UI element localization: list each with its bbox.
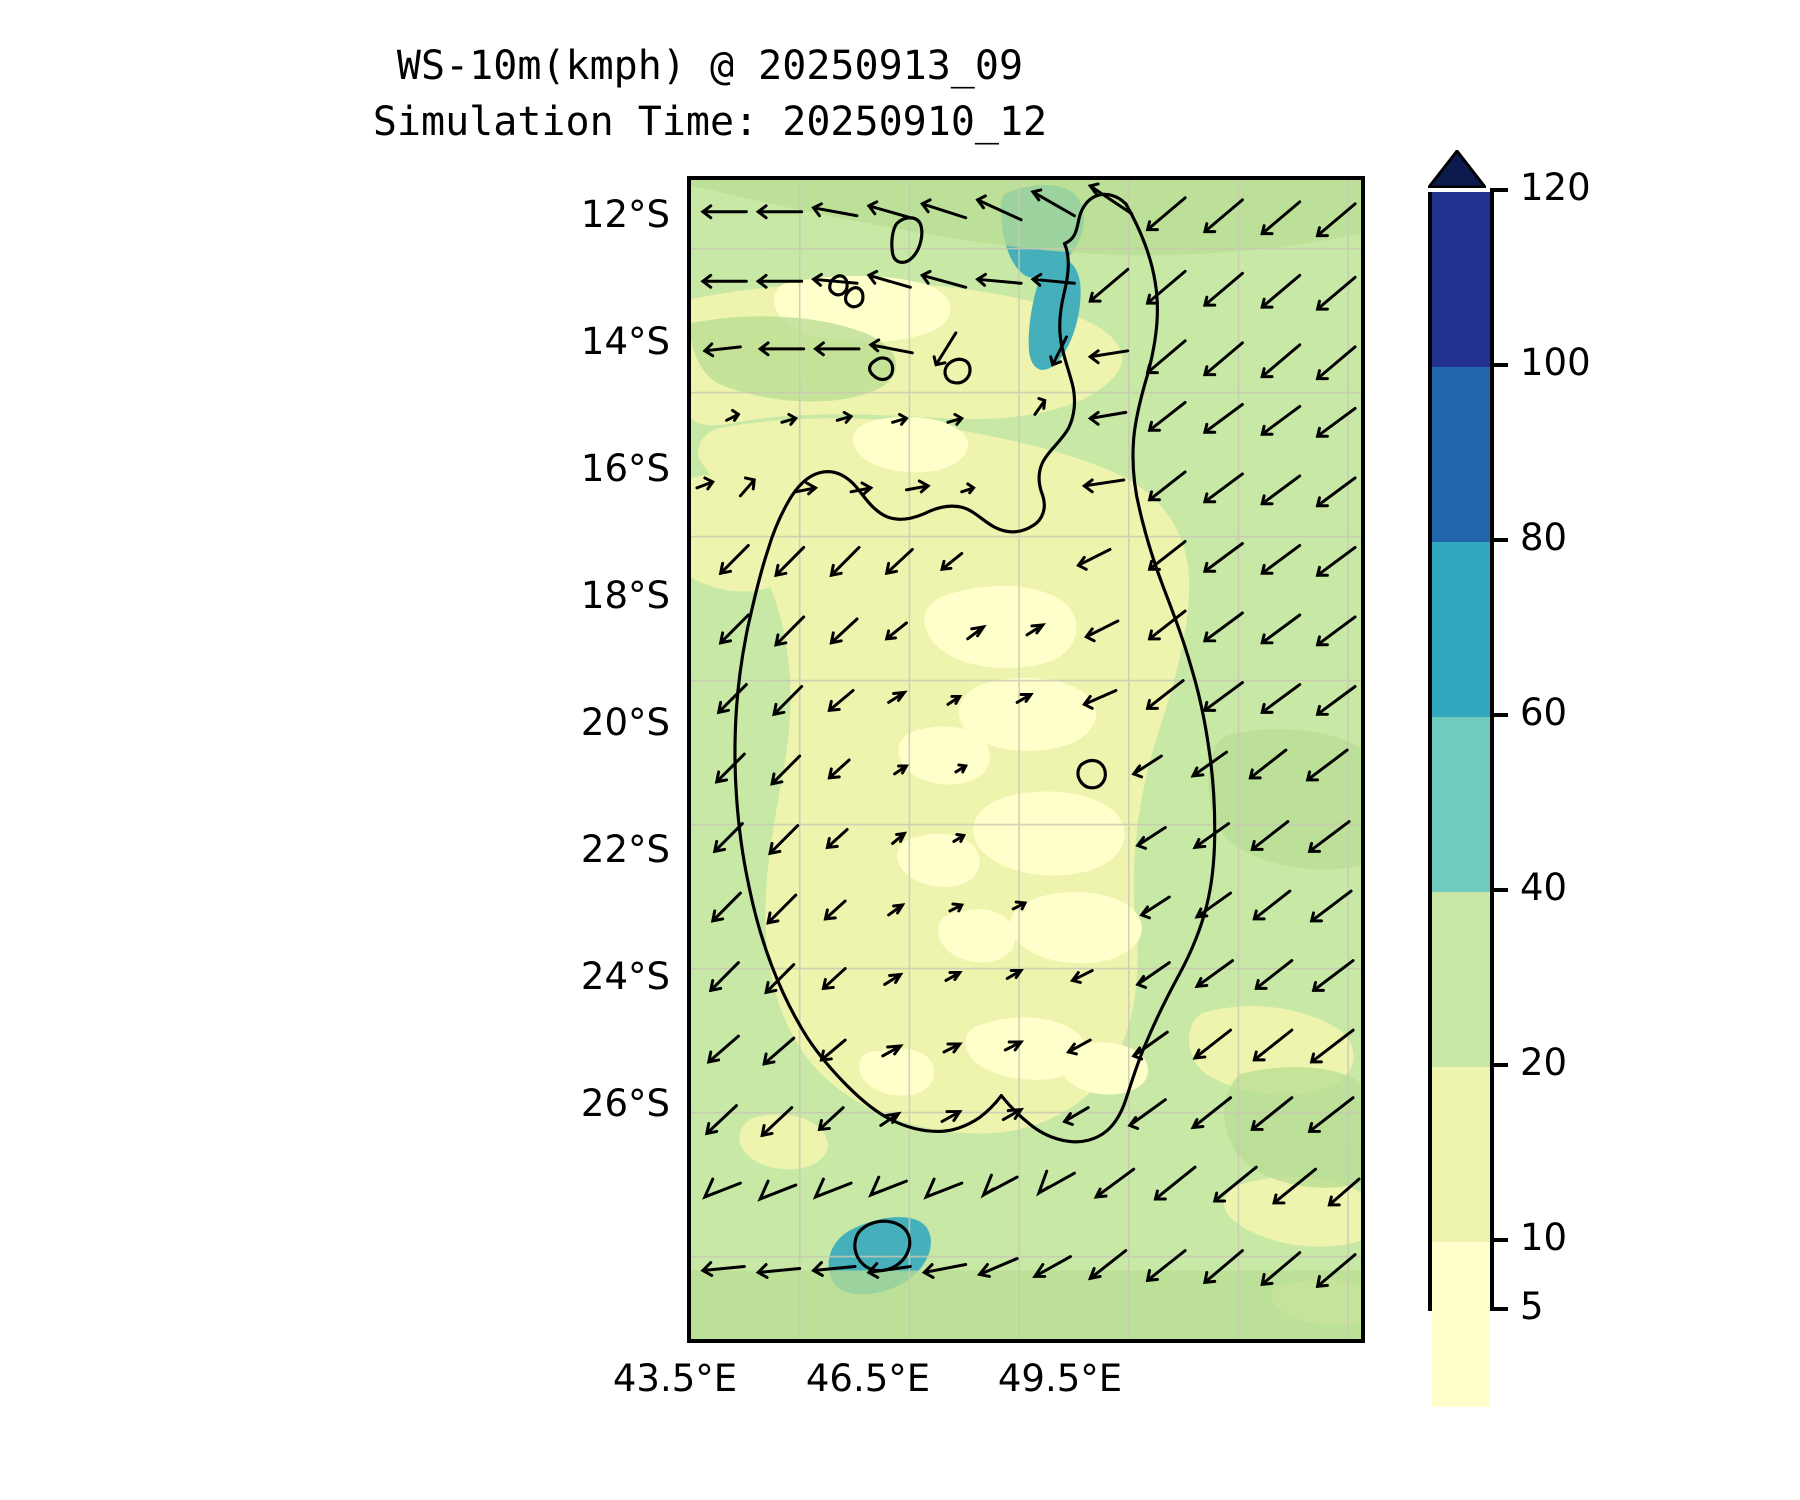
colorbar-tick-40 [1490,888,1508,892]
ytick-label-12S: 12°S [580,193,670,236]
colorbar-band-100-120 [1432,192,1490,367]
colorbar-label-100: 100 [1520,341,1591,384]
ytick-label-20S: 20°S [580,701,670,744]
colorbar-tick-80 [1490,538,1508,542]
colorbar-label-20: 20 [1520,1041,1568,1084]
colorbar-tick-5 [1490,1307,1508,1311]
colorbar-tick-60 [1490,713,1508,717]
title-line-2: Simulation Time: 20250910_12 [372,99,1048,145]
colorbar-bands[interactable] [1428,192,1494,1407]
xtick-label-46-5E: 46.5°E [805,1357,931,1400]
ytick-label-22S: 22°S [580,828,670,871]
ytick-label-16S: 16°S [580,447,670,490]
wind-speed-map [691,180,1361,1339]
map-gridlines [691,180,1361,1339]
colorbar-tick-10 [1490,1238,1508,1242]
colorbar-tick-100 [1490,363,1508,367]
map-plot-area[interactable] [687,176,1365,1343]
colorbar-band-60-80 [1432,542,1490,717]
colorbar[interactable]: 120 100 80 60 40 20 10 5 [1427,149,1591,1407]
colorbar-band-20-40 [1432,892,1490,1067]
colorbar-band-80-100 [1432,367,1490,542]
ytick-label-18S: 18°S [580,574,670,617]
colorbar-over-arrow [1427,149,1487,189]
ytick-label-24S: 24°S [580,955,670,998]
colorbar-band-5-10 [1432,1242,1490,1407]
colorbar-band-40-60 [1432,717,1490,892]
colorbar-tick-20 [1490,1063,1508,1067]
xtick-label-49-5E: 49.5°E [997,1357,1123,1400]
colorbar-band-10-20 [1432,1067,1490,1242]
chart-title: WS-10m(kmph) @ 20250913_09 Simulation Ti… [0,38,1420,150]
colorbar-label-5: 5 [1520,1285,1544,1328]
ytick-label-14S: 14°S [580,320,670,363]
wind-vector-arrows [695,182,1361,1289]
title-line-1: WS-10m(kmph) @ 20250913_09 [396,43,1024,89]
xtick-label-43-5E: 43.5°E [612,1357,738,1400]
colorbar-label-40: 40 [1520,866,1568,909]
colorbar-tick-120 [1490,188,1508,192]
speed-band-5-10 [774,275,1148,1096]
colorbar-label-80: 80 [1520,516,1568,559]
speed-shading-mid [691,180,1361,1339]
colorbar-label-60: 60 [1520,691,1568,734]
colorbar-label-10: 10 [1520,1216,1568,1259]
colorbar-label-120: 120 [1520,166,1591,209]
ytick-label-26S: 26°S [580,1082,670,1125]
